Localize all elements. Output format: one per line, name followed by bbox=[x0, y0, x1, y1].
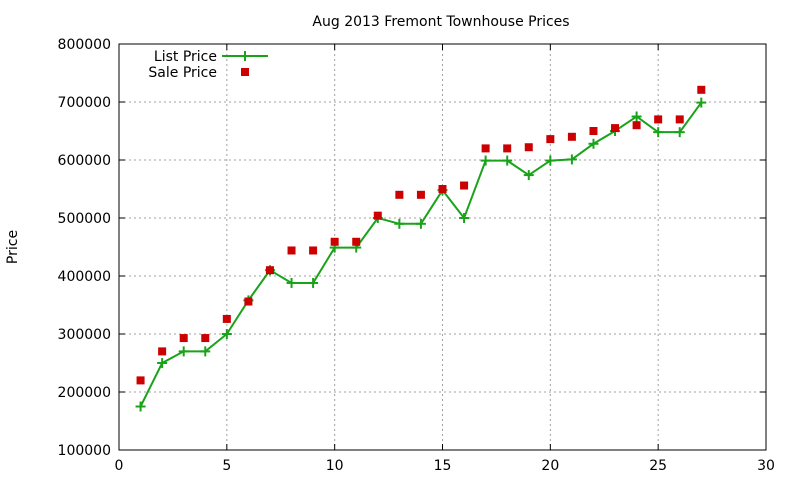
sale-price-point bbox=[136, 376, 145, 385]
sale-price-point bbox=[524, 143, 533, 152]
list-price-line bbox=[139, 101, 703, 407]
chart-title: Aug 2013 Fremont Townhouse Prices bbox=[312, 14, 569, 30]
sale-price-point bbox=[611, 124, 620, 133]
sale-price-point bbox=[567, 132, 576, 141]
legend-label: List Price bbox=[154, 49, 217, 65]
y-tick-label: 700000 bbox=[58, 95, 111, 111]
list-price-point bbox=[545, 155, 556, 166]
sale-price-point bbox=[373, 211, 382, 220]
list-price-point bbox=[135, 401, 146, 412]
sale-price-point bbox=[179, 334, 188, 343]
sale-price-point bbox=[201, 334, 210, 343]
x-tick-label: 10 bbox=[326, 458, 344, 474]
y-tick-label: 600000 bbox=[58, 153, 111, 169]
sale-price-point bbox=[697, 85, 706, 94]
x-tick-label: 20 bbox=[541, 458, 559, 474]
x-tick-label: 5 bbox=[222, 458, 231, 474]
sale-price-point bbox=[481, 144, 490, 153]
list-price-point bbox=[157, 358, 168, 368]
list-price-point bbox=[523, 170, 534, 181]
sale-price-point bbox=[265, 266, 274, 275]
sale-price-point bbox=[438, 185, 447, 193]
list-price-point bbox=[178, 346, 189, 357]
list-price-point bbox=[221, 329, 232, 339]
sale-price-point bbox=[309, 246, 318, 255]
series-layer bbox=[135, 85, 707, 412]
sale-price-point bbox=[158, 347, 167, 356]
list-price-point bbox=[200, 346, 211, 357]
sale-price-point bbox=[503, 144, 512, 153]
legend-square-sample bbox=[241, 68, 249, 76]
sale-price-point bbox=[546, 135, 555, 144]
grid-layer bbox=[119, 44, 766, 450]
list-price-point bbox=[566, 154, 577, 165]
sale-price-point bbox=[675, 115, 684, 124]
x-tick-label: 0 bbox=[115, 458, 124, 474]
y-axis-label: Price bbox=[5, 230, 21, 264]
y-tick-label: 300000 bbox=[58, 327, 111, 343]
list-price-point bbox=[480, 155, 491, 166]
x-tick-label: 30 bbox=[757, 458, 775, 474]
legend-label: Sale Price bbox=[148, 65, 217, 81]
list-price-point bbox=[653, 127, 664, 138]
sale-price-point bbox=[632, 121, 641, 130]
list-price-point bbox=[631, 111, 642, 122]
sale-price-point bbox=[287, 246, 296, 255]
list-price-point bbox=[415, 218, 426, 229]
y-tick-label: 500000 bbox=[58, 211, 111, 227]
sale-price-point bbox=[460, 181, 469, 190]
y-tick-label: 200000 bbox=[58, 385, 111, 401]
list-price-point bbox=[696, 97, 707, 108]
axes-layer: 0 5 10 15 20 25 30 100000 200000 300000 400000 5000… bbox=[58, 37, 775, 474]
sale-price-point bbox=[589, 127, 598, 135]
list-price-point bbox=[674, 127, 685, 138]
sale-price-point bbox=[395, 190, 404, 199]
list-price-point bbox=[286, 277, 297, 288]
x-tick-label: 25 bbox=[649, 458, 667, 474]
y-tick-label: 800000 bbox=[58, 37, 111, 53]
list-price-point bbox=[394, 218, 405, 229]
list-price-point bbox=[588, 138, 599, 149]
sale-price-point bbox=[416, 190, 425, 199]
sale-price-point bbox=[352, 237, 361, 246]
x-tick-label: 15 bbox=[434, 458, 452, 474]
list-price-point bbox=[502, 155, 513, 166]
list-price-point bbox=[459, 213, 470, 223]
sale-price-point bbox=[222, 314, 231, 323]
sale-price-point bbox=[244, 297, 253, 306]
list-price-point bbox=[308, 277, 319, 288]
y-tick-label: 400000 bbox=[58, 269, 111, 285]
sale-price-point bbox=[330, 237, 339, 246]
y-tick-label: 100000 bbox=[58, 443, 111, 459]
sale-price-point bbox=[654, 115, 663, 124]
